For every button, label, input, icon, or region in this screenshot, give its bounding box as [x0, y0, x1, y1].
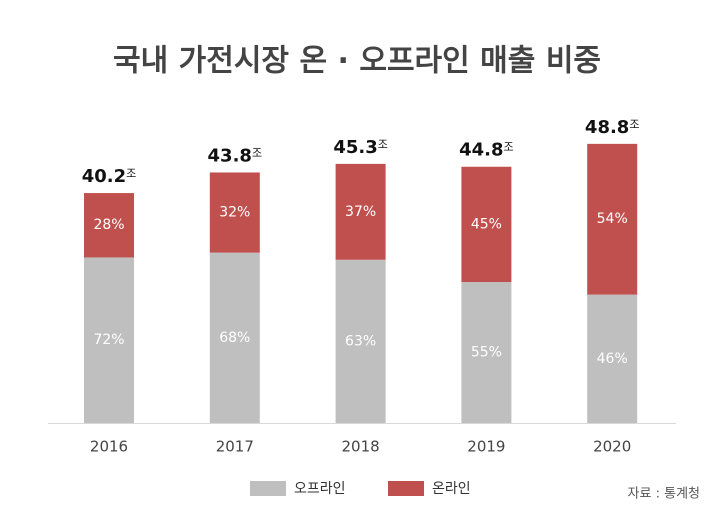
total-unit: 조 [252, 146, 262, 159]
segment-label: 45% [471, 216, 502, 232]
segment-label: 28% [93, 217, 124, 233]
x-tick-label: 2019 [467, 438, 505, 456]
total-value: 45.3 [333, 137, 377, 158]
total-value: 43.8 [208, 145, 252, 166]
chart-title: 국내 가전시장 온 · 오프라인 매출 비중 [113, 44, 601, 79]
total-unit: 조 [629, 118, 639, 131]
bar-segment [209, 252, 260, 423]
source: 자료 : 통계청 [628, 487, 700, 502]
bar-segment [335, 259, 386, 423]
total-value: 40.2 [82, 166, 126, 187]
legend-label: 온라인 [432, 481, 471, 497]
total-label: 44.8조 [459, 140, 514, 161]
x-tick-label: 2020 [593, 438, 631, 456]
total-label: 40.2조 [82, 166, 137, 187]
total-label: 43.8조 [208, 145, 263, 166]
segment-label: 68% [219, 330, 250, 346]
bar-segment [587, 143, 638, 295]
legend-label: 오프라인 [294, 481, 346, 497]
bar-segment [84, 193, 134, 258]
bar-segment [461, 166, 512, 283]
segment-label: 72% [93, 332, 124, 348]
segment-label: 46% [597, 351, 628, 367]
bar-segment [587, 294, 638, 423]
legend-swatch [388, 481, 424, 496]
x-tick-label: 2018 [342, 438, 380, 456]
legend-swatch [250, 481, 286, 496]
total-label: 45.3조 [333, 137, 388, 158]
total-value: 48.8 [585, 117, 629, 138]
segment-label: 55% [471, 345, 502, 361]
segment-label: 32% [219, 205, 250, 221]
bar-segment [84, 257, 134, 423]
bar-segment [335, 163, 386, 260]
total-unit: 조 [126, 167, 136, 180]
total-label: 48.8조 [585, 117, 640, 138]
total-unit: 조 [504, 141, 514, 154]
bar-segment [209, 172, 260, 253]
segment-label: 37% [345, 204, 376, 220]
x-tick-label: 2017 [216, 438, 254, 456]
segment-label: 54% [597, 211, 628, 227]
total-unit: 조 [378, 138, 388, 151]
bar-segment [461, 282, 512, 423]
segment-label: 63% [345, 333, 376, 349]
total-value: 44.8 [459, 140, 503, 161]
x-tick-label: 2016 [90, 438, 128, 456]
